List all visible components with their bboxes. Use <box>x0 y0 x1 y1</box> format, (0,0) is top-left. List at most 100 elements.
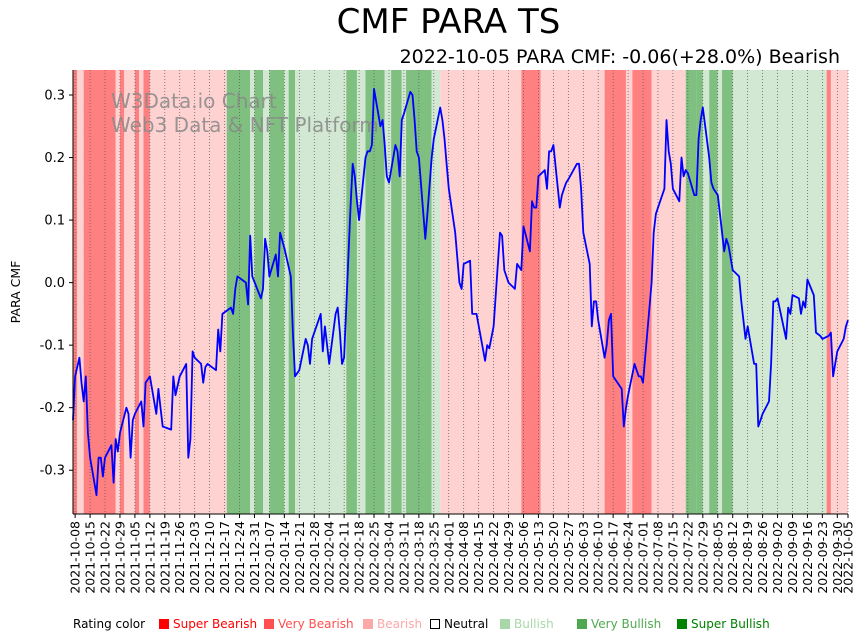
y-tick-label: 0.2 <box>44 151 65 166</box>
legend-item-very-bullish: Very Bullish <box>577 617 661 631</box>
x-tick-label: 2022-01-21 <box>292 521 307 594</box>
x-tick-label: 2022-03-18 <box>411 521 426 594</box>
y-axis-label: PARA CMF <box>8 261 23 324</box>
x-tick-label: 2021-10-29 <box>112 521 127 594</box>
rating-band <box>139 70 144 514</box>
x-tick-label: 2022-01-28 <box>307 521 322 594</box>
x-tick-label: 2022-09-02 <box>770 521 785 594</box>
watermark-line-1: W3Data.io Chart <box>111 89 277 113</box>
legend-item-very-bearish: Very Bearish <box>264 617 354 631</box>
rating-band <box>77 70 84 514</box>
rating-band <box>440 70 522 514</box>
rating-band <box>119 70 125 514</box>
rating-band <box>625 70 633 514</box>
x-tick-label: 2021-10-22 <box>98 521 113 594</box>
x-tick-label: 2022-10-05 <box>841 521 856 594</box>
x-tick-label: 2022-09-30 <box>830 521 845 594</box>
rating-band <box>651 70 656 514</box>
x-tick-label: 2022-09-16 <box>800 521 815 594</box>
legend-label: Rating color <box>73 617 146 631</box>
x-tick-label: 2021-12-24 <box>232 521 247 594</box>
rating-band <box>702 70 710 514</box>
rating-band <box>696 70 703 514</box>
rating-band <box>391 70 402 514</box>
rating-band <box>685 70 697 514</box>
rating-band <box>356 70 366 514</box>
rating-band <box>226 70 251 514</box>
rating-band <box>115 70 120 514</box>
x-tick-label: 2022-07-15 <box>665 521 680 594</box>
rating-band <box>709 70 718 514</box>
y-tick-label: 0.1 <box>44 214 65 229</box>
rating-band <box>250 70 255 514</box>
x-tick-label: 2022-02-18 <box>352 521 367 594</box>
x-tick-label: 2022-04-22 <box>486 521 501 594</box>
x-tick-label: 2022-08-26 <box>755 521 770 594</box>
x-tick-label: 2022-08-19 <box>740 521 755 594</box>
x-tick-label: 2021-12-10 <box>202 521 217 594</box>
legend-item-label: Super Bullish <box>691 617 770 631</box>
rating-band <box>365 70 385 514</box>
legend-item-bearish: Bearish <box>363 617 422 631</box>
watermark-line-2: Web3 Data & NFT Platform <box>111 113 379 137</box>
x-tick-label: 2022-07-22 <box>680 521 695 594</box>
rating-band <box>384 70 392 514</box>
legend-swatch <box>577 619 587 629</box>
x-tick-label: 2022-06-10 <box>591 521 606 594</box>
x-tick-label: 2022-06-17 <box>606 521 621 594</box>
legend-swatch <box>430 619 440 629</box>
rating-band <box>284 70 289 514</box>
rating-band <box>717 70 723 514</box>
x-tick-label: 2022-02-11 <box>337 521 352 594</box>
x-tick-label: 2022-08-05 <box>710 521 725 594</box>
legend-item-bullish: Bullish <box>500 617 554 631</box>
x-tick-label: 2022-05-20 <box>546 521 561 594</box>
x-tick-label: 2021-11-12 <box>142 521 157 594</box>
rating-band <box>431 70 441 514</box>
legend-item-label: Bullish <box>514 617 554 631</box>
x-tick-label: 2022-05-27 <box>561 521 576 594</box>
x-tick-label: 2022-09-23 <box>815 521 830 594</box>
x-tick-label: 2022-06-24 <box>621 521 636 594</box>
rating-band <box>521 70 541 514</box>
rating-band <box>732 70 827 514</box>
x-tick-label: 2021-11-05 <box>127 521 142 594</box>
x-tick-label: 2022-05-06 <box>516 521 531 594</box>
rating-band <box>722 70 733 514</box>
x-tick-label: 2022-02-04 <box>322 521 337 594</box>
x-tick-label: 2022-07-29 <box>695 521 710 594</box>
legend-item-label: Bearish <box>377 617 423 631</box>
rating-band <box>143 70 150 514</box>
rating-band <box>604 70 626 514</box>
x-tick-label: 2021-10-08 <box>68 521 83 594</box>
chart-subtitle: 2022-10-05 PARA CMF: -0.06(+28.0%) Beari… <box>399 46 840 68</box>
x-tick-label: 2022-02-25 <box>367 521 382 594</box>
x-tick-label: 2022-04-29 <box>501 521 516 594</box>
x-tick-label: 2022-04-08 <box>456 521 471 594</box>
legend-swatch <box>677 619 687 629</box>
rating-band <box>632 70 652 514</box>
rating-band <box>540 70 605 514</box>
rating-band <box>263 70 270 514</box>
series-line <box>72 87 849 497</box>
x-tick-label: 2022-08-12 <box>725 521 740 594</box>
x-tick-label: 2022-03-04 <box>381 521 396 594</box>
x-tick-label: 2022-07-01 <box>636 521 651 594</box>
x-tick-label: 2022-05-13 <box>531 521 546 594</box>
x-tick-label: 2022-03-11 <box>396 521 411 594</box>
legend-swatch <box>363 619 373 629</box>
rating-band <box>655 70 686 514</box>
x-tick-label: 2021-11-19 <box>157 521 172 594</box>
legend-swatch <box>159 619 169 629</box>
chart-title: CMF PARA TS <box>336 2 561 42</box>
y-tick-label: 0.3 <box>44 89 65 104</box>
x-tick-label: 2022-04-01 <box>441 521 456 594</box>
rating-band <box>295 70 347 514</box>
x-tick-label: 2021-11-26 <box>172 521 187 594</box>
y-tick-label: -0.2 <box>40 401 65 416</box>
x-tick-label: 2022-03-25 <box>426 521 441 594</box>
legend-item-label: Super Bearish <box>173 617 258 631</box>
legend-swatch <box>264 619 274 629</box>
legend-item-neutral: Neutral <box>430 617 488 631</box>
